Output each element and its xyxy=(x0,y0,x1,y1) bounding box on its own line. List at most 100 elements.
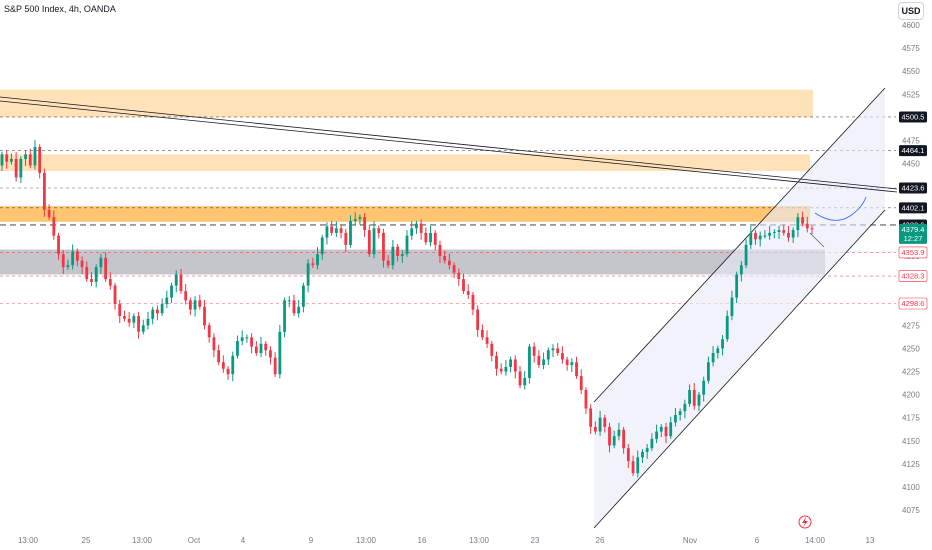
candle xyxy=(71,251,75,266)
candle xyxy=(579,376,583,390)
candle xyxy=(744,244,748,266)
candle xyxy=(631,461,635,474)
price-tick: 4550 xyxy=(902,67,920,76)
price-label-box xyxy=(899,223,927,244)
candle xyxy=(415,223,418,229)
candle xyxy=(203,306,206,326)
candle xyxy=(52,217,56,236)
price-tick: 4450 xyxy=(902,160,920,169)
candle xyxy=(156,309,159,314)
candle xyxy=(692,389,696,406)
candle xyxy=(650,438,654,449)
time-tick: 9 xyxy=(309,536,314,545)
candle xyxy=(447,260,451,266)
candle xyxy=(240,337,244,342)
candle xyxy=(674,414,677,423)
candle xyxy=(636,457,640,474)
candle xyxy=(768,232,772,236)
candle xyxy=(452,265,456,273)
price-label: 4423.6 xyxy=(902,183,925,192)
price-label-box xyxy=(899,202,927,214)
candle xyxy=(612,436,616,446)
price-label: 4464.1 xyxy=(902,146,925,155)
candle xyxy=(382,232,385,261)
candle xyxy=(608,426,611,446)
candle xyxy=(499,368,503,372)
candle xyxy=(151,309,155,319)
candle xyxy=(471,294,475,310)
price-axis: 4075410041254150417542004225425042754300… xyxy=(902,21,920,515)
candle xyxy=(730,297,734,317)
candle xyxy=(424,232,428,243)
time-tick: 13:00 xyxy=(132,536,153,545)
candle xyxy=(377,228,381,233)
candle xyxy=(626,448,630,462)
candle xyxy=(33,146,37,166)
candle xyxy=(137,316,140,332)
candle xyxy=(66,265,70,268)
price-label-box xyxy=(899,111,927,123)
candle xyxy=(716,348,720,354)
candle xyxy=(480,329,484,338)
candle xyxy=(193,300,197,310)
time-tick: 23 xyxy=(531,536,540,545)
candle xyxy=(259,343,263,354)
flash-icon[interactable] xyxy=(798,515,812,529)
candle xyxy=(490,343,494,356)
candle xyxy=(179,274,183,292)
candle xyxy=(141,325,145,332)
candle xyxy=(476,309,480,330)
candle xyxy=(132,316,136,323)
candle xyxy=(664,426,668,437)
candle xyxy=(160,304,164,314)
candle xyxy=(697,394,701,406)
zones-layer xyxy=(0,89,825,275)
price-tick: 4075 xyxy=(902,506,920,515)
candle xyxy=(320,237,324,255)
candle xyxy=(603,417,607,427)
candle xyxy=(504,366,508,372)
candle xyxy=(617,429,621,437)
candle xyxy=(561,353,564,360)
candle xyxy=(532,346,536,356)
resistance-zone xyxy=(0,89,813,118)
candle xyxy=(264,343,268,351)
candle xyxy=(217,350,221,363)
candle xyxy=(184,291,188,301)
time-tick: 4 xyxy=(241,536,246,545)
candle xyxy=(513,359,517,372)
candle xyxy=(24,154,27,159)
candle xyxy=(57,235,60,255)
candle xyxy=(805,223,809,229)
candle xyxy=(593,426,597,432)
candle xyxy=(127,318,131,323)
candle xyxy=(367,230,371,255)
candle xyxy=(316,254,319,266)
candle xyxy=(10,158,13,162)
currency-button[interactable]: USD xyxy=(898,2,924,20)
price-label: 4328.3 xyxy=(902,272,925,281)
candle xyxy=(278,331,282,375)
candle xyxy=(339,228,343,233)
price-tick: 4175 xyxy=(902,414,920,423)
candle xyxy=(47,209,51,218)
candle xyxy=(542,359,545,366)
candle xyxy=(118,304,122,317)
candle xyxy=(565,359,569,366)
candle xyxy=(212,337,216,351)
candle xyxy=(683,403,687,412)
candle xyxy=(123,316,126,319)
candle xyxy=(725,316,729,340)
candle xyxy=(598,417,602,432)
channel-upper-line xyxy=(593,87,886,403)
candle xyxy=(334,228,338,233)
candle xyxy=(325,226,329,238)
candle xyxy=(518,371,522,386)
candle xyxy=(575,362,578,377)
candle xyxy=(772,231,776,233)
candle xyxy=(706,362,710,381)
candle xyxy=(170,285,173,298)
trendline xyxy=(0,96,898,190)
candle xyxy=(523,377,527,386)
